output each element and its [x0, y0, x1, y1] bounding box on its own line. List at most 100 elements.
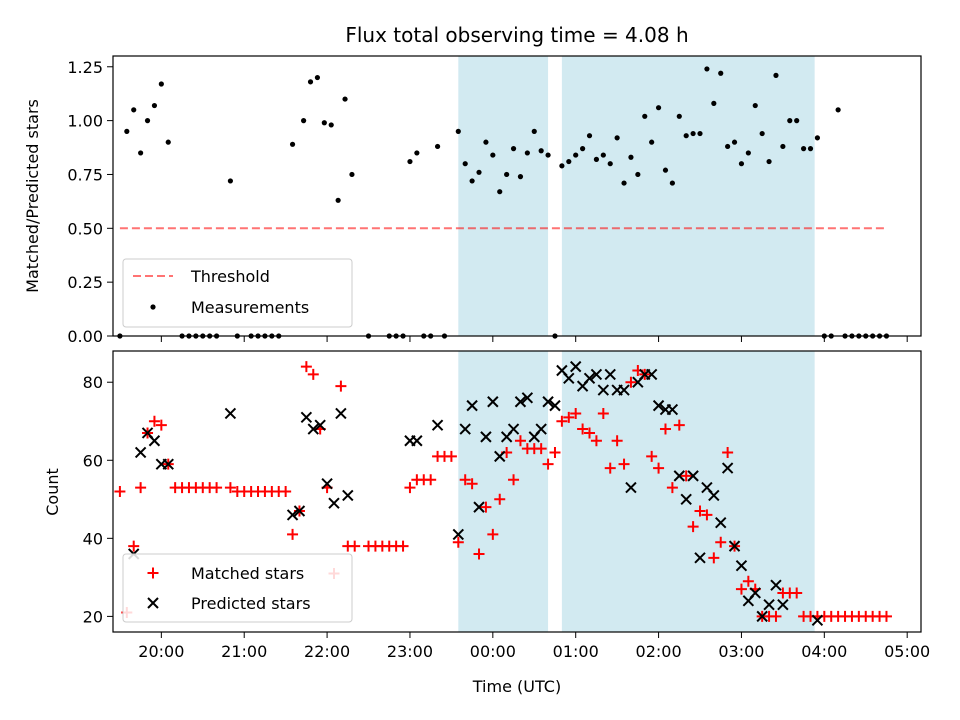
predicted-marker-52 [680, 493, 692, 506]
matched-marker-61 [549, 446, 561, 458]
measurement-point-91 [807, 146, 814, 152]
measurement-point-24 [314, 74, 321, 81]
predicted-marker-13 [328, 497, 340, 509]
measurement-point-52 [538, 148, 544, 154]
predicted-marker-39 [590, 368, 603, 381]
matched-marker-69 [604, 462, 616, 474]
bottom-ylabel: Count [43, 468, 62, 516]
x-tick-label-2: 22:00 [304, 642, 350, 661]
predicted-marker-7 [286, 509, 299, 521]
matched-marker-50 [473, 548, 485, 560]
predicted-marker-53 [687, 470, 699, 482]
matched-marker-63 [563, 411, 575, 423]
predicted-marker-27 [507, 423, 520, 435]
top-ylabel: Matched/Predicted stars [23, 99, 42, 293]
predicted-marker-3 [148, 435, 161, 447]
matched-marker-23 [280, 486, 292, 497]
measurement-point-70 [662, 167, 669, 173]
predicted-marker-20 [459, 423, 471, 435]
matched-marker-64 [570, 407, 582, 419]
measurement-point-81 [738, 161, 745, 167]
x-tick-label-1: 21:00 [221, 642, 267, 661]
predicted-marker-28 [514, 396, 527, 408]
matched-marker-15 [224, 482, 236, 494]
measurement-point-61 [600, 152, 606, 158]
legend-matched-swatch [147, 567, 159, 579]
measurement-point-3 [138, 150, 144, 156]
matched-marker-77 [659, 423, 671, 435]
matched-marker-51 [480, 501, 492, 513]
measurement-point-23 [307, 79, 314, 85]
measurement-point-44 [483, 139, 489, 145]
predicted-marker-35 [563, 372, 575, 385]
measurement-point-68 [649, 139, 655, 145]
predicted-marker-57 [715, 517, 727, 529]
y-tick-label-1: 0.25 [67, 273, 103, 292]
matched-marker-59 [535, 443, 547, 455]
measurement-point-1 [124, 128, 130, 134]
matched-marker-79 [673, 419, 685, 431]
predicted-marker-44 [625, 481, 637, 494]
measurement-point-51 [531, 128, 537, 134]
measurement-point-14 [227, 178, 234, 184]
legend-predicted-swatch [147, 597, 159, 609]
matched-marker-82 [694, 505, 706, 517]
matched-marker-6 [155, 419, 167, 431]
measurement-point-6 [158, 81, 164, 87]
legend-measurements-label: Measurements [191, 298, 309, 317]
measurement-point-27 [335, 197, 341, 203]
top-legend: Threshold Measurements [122, 258, 353, 328]
bottom-xlabel: Time (UTC) [472, 677, 561, 696]
matched-marker-43 [425, 474, 437, 486]
predicted-marker-24 [487, 396, 499, 408]
measurement-point-56 [566, 158, 572, 165]
bottom-legend: Matched stars Predicted stars [122, 553, 353, 623]
measurement-point-89 [794, 118, 800, 124]
legend-predicted-label: Predicted stars [191, 594, 311, 613]
measurement-point-42 [469, 178, 475, 184]
measurement-point-77 [711, 100, 717, 106]
matched-marker-0 [114, 486, 126, 497]
x-tick-label-8: 04:00 [801, 642, 847, 661]
predicted-marker-33 [549, 399, 561, 412]
predicted-marker-11 [314, 419, 326, 431]
matched-marker-66 [584, 427, 596, 439]
measurement-point-72 [676, 113, 682, 119]
predicted-marker-19 [452, 528, 465, 541]
predicted-marker-10 [307, 423, 319, 435]
measurement-point-34 [407, 158, 413, 165]
matched-marker-24 [287, 528, 299, 540]
matched-marker-75 [646, 450, 658, 462]
predicted-marker-64 [763, 598, 775, 611]
panel-bottom: 20 40 60 80 20:00 21:00 22:00 23:00 00:00 01:00 02… [83, 350, 930, 661]
measurement-point-53 [545, 152, 551, 158]
measurement-point-26 [328, 122, 334, 128]
matched-marker-31 [335, 380, 347, 392]
matched-marker-53 [494, 493, 506, 505]
predicted-marker-14 [335, 407, 347, 420]
matched-marker-67 [590, 435, 602, 447]
predicted-marker-65 [770, 579, 782, 591]
matched-marker-5 [148, 415, 160, 427]
predicted-marker-31 [535, 423, 547, 435]
predicted-marker-43 [618, 384, 630, 396]
predicted-marker-15 [342, 489, 354, 502]
matched-marker-47 [452, 536, 464, 548]
matched-marker-26 [300, 361, 312, 373]
matched-marker-40 [404, 482, 416, 494]
predicted-marker-41 [604, 368, 616, 381]
measurement-point-62 [607, 161, 613, 167]
predicted-marker-23 [480, 431, 492, 443]
predicted-marker-18 [431, 419, 444, 431]
measurement-point-47 [504, 171, 510, 178]
x-tick-label-0: 20:00 [138, 642, 184, 661]
measurement-point-87 [780, 143, 786, 150]
predicted-marker-8 [293, 505, 306, 517]
measurement-point-64 [621, 180, 627, 186]
predicted-marker-60 [735, 559, 748, 572]
predicted-marker-62 [749, 587, 761, 599]
predicted-marker-47 [645, 368, 658, 381]
measurement-point-76 [704, 66, 710, 72]
predicted-marker-48 [652, 399, 665, 412]
measurement-point-82 [745, 150, 751, 156]
